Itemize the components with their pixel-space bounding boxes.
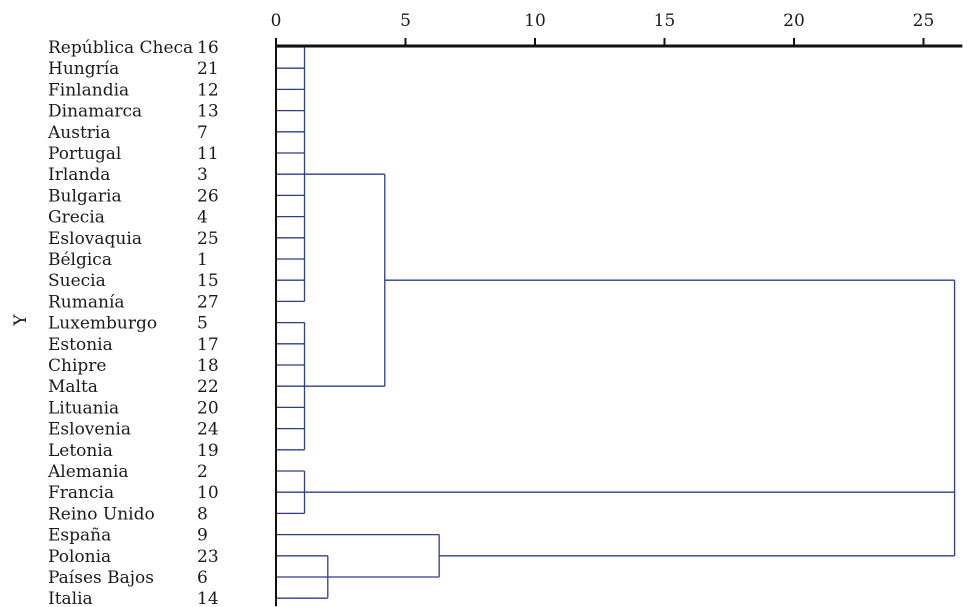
leaf-id: 21 (197, 59, 219, 79)
leaf-id: 20 (197, 398, 219, 418)
leaf-id: 19 (197, 441, 219, 461)
leaf-id: 11 (197, 144, 219, 164)
leaf-name: Grecia (48, 208, 105, 228)
leaf-name: Estonia (48, 335, 113, 355)
leaf-id: 4 (197, 208, 208, 228)
leaf-name: Irlanda (48, 165, 110, 185)
leaf-id: 25 (197, 229, 219, 249)
leaf-id: 24 (197, 420, 219, 440)
leaf-id: 14 (197, 589, 219, 607)
leaf-id: 5 (197, 314, 208, 334)
leaf-id: 10 (197, 483, 219, 503)
leaf-id: 1 (197, 250, 208, 270)
leaf-name: Lituania (48, 398, 119, 418)
leaf-name: Portugal (48, 144, 121, 164)
leaf-name: Bulgaria (48, 186, 122, 206)
leaf-id: 13 (197, 102, 219, 122)
leaf-name: Austria (47, 123, 110, 143)
leaf-name: Chipre (48, 356, 106, 376)
leaf-name: Dinamarca (48, 102, 142, 122)
leaf-name: Hungría (48, 59, 119, 79)
x-tick-label: 5 (400, 11, 411, 31)
leaf-id: 7 (197, 123, 208, 143)
leaf-name: Países Bajos (48, 568, 154, 588)
leaf-name: Luxemburgo (48, 314, 157, 334)
leaf-id: 22 (197, 377, 219, 397)
leaf-id: 27 (197, 292, 219, 312)
x-tick-label: 25 (913, 11, 935, 31)
leaf-name: Italia (48, 589, 93, 607)
leaf-name: Malta (48, 377, 98, 397)
y-axis-label: Y (11, 314, 31, 327)
leaf-name: Rumanía (48, 292, 125, 312)
leaf-id: 16 (197, 38, 219, 58)
leaf-name: Alemania (47, 462, 129, 482)
leaf-id: 6 (197, 568, 208, 588)
leaf-name: España (48, 526, 111, 546)
leaf-id: 18 (197, 356, 219, 376)
leaf-name: Bélgica (48, 250, 112, 270)
leaf-name: Eslovenia (48, 420, 131, 440)
leaf-name: Polonia (48, 547, 111, 567)
x-tick-label: 10 (524, 11, 546, 31)
dendrogram-tree (276, 46, 956, 599)
leaf-id: 8 (197, 504, 208, 524)
leaf-name: Finlandia (48, 80, 129, 100)
x-tick-label: 0 (271, 11, 282, 31)
leaf-id: 15 (197, 271, 219, 291)
leaf-id: 12 (197, 80, 219, 100)
leaf-name: Eslovaquia (48, 229, 142, 249)
x-tick-label: 15 (654, 11, 676, 31)
leaf-id: 2 (197, 462, 208, 482)
leaf-id: 23 (197, 547, 219, 567)
leaf-id: 17 (197, 335, 219, 355)
leaf-id: 26 (197, 186, 219, 206)
leaf-name: Suecia (48, 271, 106, 291)
x-axis: 0 5 10 15 20 25 (271, 11, 963, 607)
leaf-id: 3 (197, 165, 208, 185)
x-tick-label: 20 (783, 11, 805, 31)
leaf-name: Letonia (48, 441, 113, 461)
leaf-name: Francia (48, 483, 114, 503)
leaf-id: 9 (197, 526, 208, 546)
leaf-name: República Checa (48, 38, 193, 58)
leaf-name: Reino Unido (48, 504, 155, 524)
